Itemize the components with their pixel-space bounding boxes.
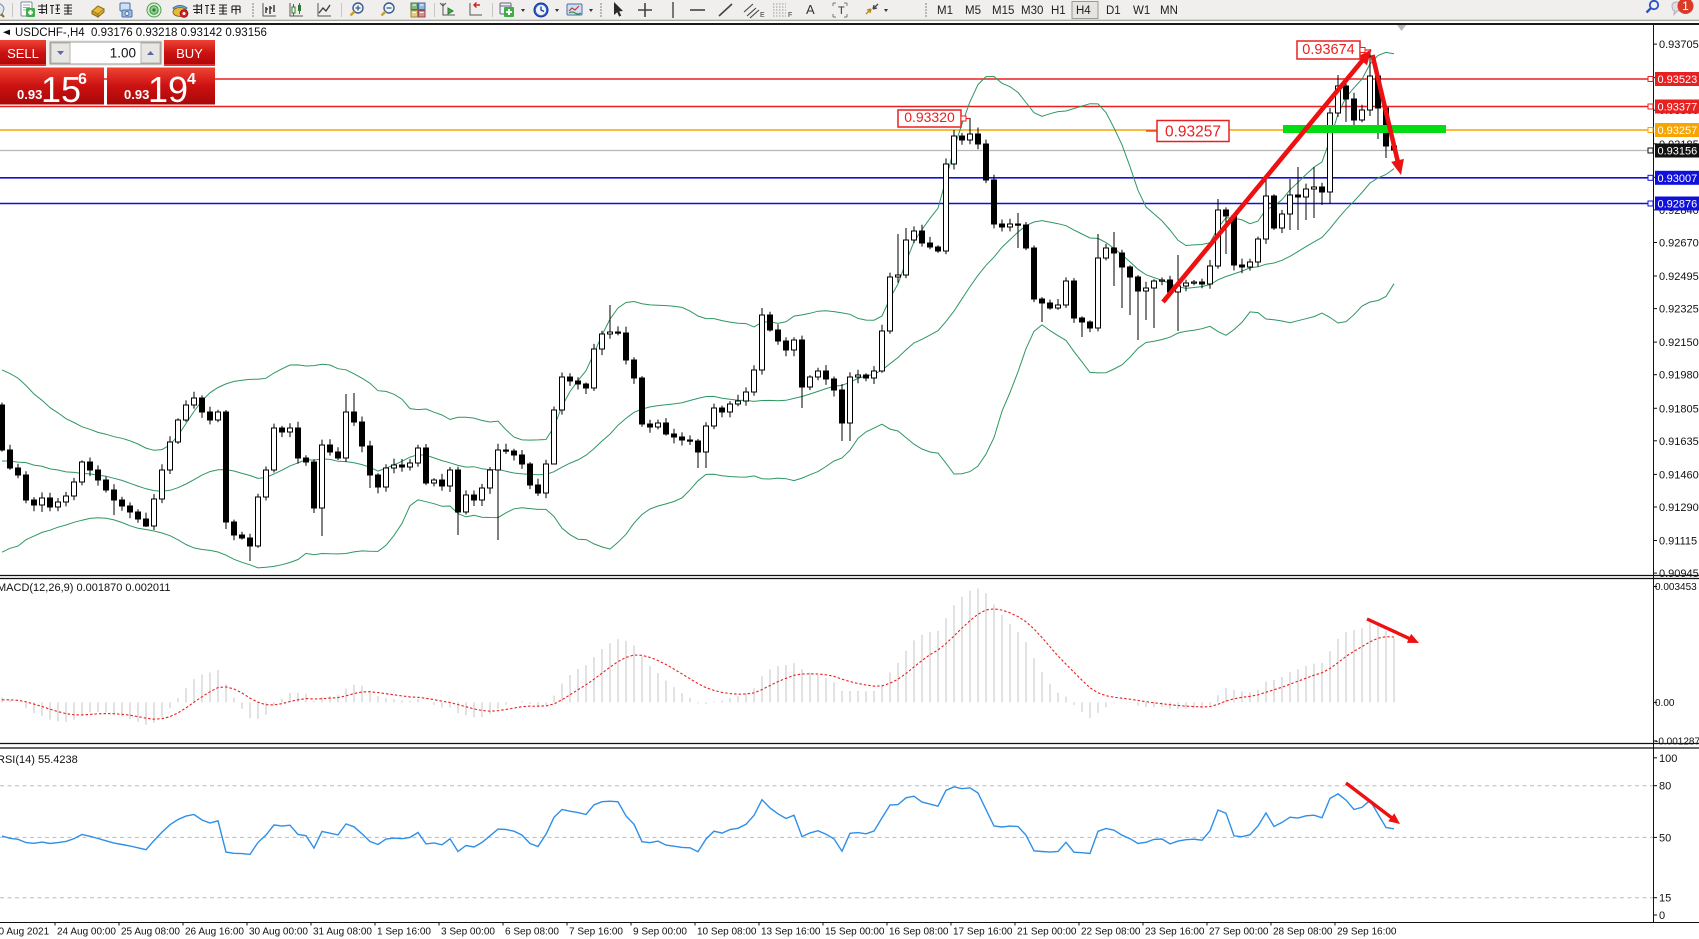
svg-text:0.93705: 0.93705 <box>1659 39 1699 51</box>
svg-text:0.93: 0.93 <box>124 87 149 102</box>
svg-text:13 Sep 16:00: 13 Sep 16:00 <box>761 927 821 938</box>
svg-text:21 Sep 00:00: 21 Sep 00:00 <box>1017 927 1077 938</box>
svg-text:6: 6 <box>78 71 87 88</box>
svg-text:3 Sep 00:00: 3 Sep 00:00 <box>441 927 495 938</box>
svg-text:H4: H4 <box>1076 5 1091 17</box>
svg-text:0.91115: 0.91115 <box>1659 536 1697 548</box>
svg-text:W1: W1 <box>1133 5 1150 17</box>
svg-text:0.91290: 0.91290 <box>1659 502 1699 514</box>
svg-text:0.93320: 0.93320 <box>904 109 955 125</box>
svg-text:MN: MN <box>1160 5 1178 17</box>
svg-text:29 Sep 16:00: 29 Sep 16:00 <box>1337 927 1397 938</box>
svg-text:15 Sep 00:00: 15 Sep 00:00 <box>825 927 885 938</box>
svg-text:0.92150: 0.92150 <box>1659 337 1699 349</box>
svg-text:25 Aug 08:00: 25 Aug 08:00 <box>121 927 180 938</box>
svg-text:20 Aug 2021: 20 Aug 2021 <box>0 927 50 938</box>
svg-text:24 Aug 00:00: 24 Aug 00:00 <box>57 927 116 938</box>
svg-text:7 Sep 16:00: 7 Sep 16:00 <box>569 927 623 938</box>
svg-text:T: T <box>838 5 845 17</box>
svg-text:USDCHF-,H4 0.93176 0.93218 0.: USDCHF-,H4 0.93176 0.93218 0.93142 0.931… <box>15 27 267 39</box>
svg-text:0.91805: 0.91805 <box>1659 403 1699 415</box>
svg-text:D1: D1 <box>1106 5 1121 17</box>
svg-text:0.93523: 0.93523 <box>1658 74 1698 86</box>
svg-text:0.93257: 0.93257 <box>1658 125 1698 137</box>
svg-text:100: 100 <box>1659 753 1677 765</box>
svg-text:BUY: BUY <box>176 46 203 61</box>
svg-text:1.00: 1.00 <box>110 46 136 61</box>
svg-text:SELL: SELL <box>7 46 39 61</box>
svg-text:22 Sep 08:00: 22 Sep 08:00 <box>1081 927 1141 938</box>
svg-text:RSI(14) 55.4238: RSI(14) 55.4238 <box>0 754 78 766</box>
svg-text:27 Sep 00:00: 27 Sep 00:00 <box>1209 927 1269 938</box>
svg-text:0.92876: 0.92876 <box>1658 199 1698 211</box>
svg-text:1 Sep 16:00: 1 Sep 16:00 <box>377 927 431 938</box>
svg-text:0.91980: 0.91980 <box>1659 370 1699 382</box>
svg-text:28 Sep 08:00: 28 Sep 08:00 <box>1273 927 1333 938</box>
svg-text:0.93257: 0.93257 <box>1165 124 1221 141</box>
svg-text:9 Sep 00:00: 9 Sep 00:00 <box>633 927 687 938</box>
svg-text:0.92670: 0.92670 <box>1659 238 1699 250</box>
svg-text:-0.001287: -0.001287 <box>1655 736 1699 747</box>
svg-text:0: 0 <box>1659 910 1665 922</box>
svg-text:M5: M5 <box>965 5 981 17</box>
svg-text:0.93377: 0.93377 <box>1658 102 1698 114</box>
svg-text:15: 15 <box>1659 893 1671 905</box>
svg-text:M1: M1 <box>937 5 953 17</box>
svg-text:0.93156: 0.93156 <box>1658 146 1698 158</box>
svg-text:0.93674: 0.93674 <box>1302 42 1354 58</box>
svg-text:80: 80 <box>1659 781 1671 793</box>
svg-text:0.003453: 0.003453 <box>1655 582 1697 593</box>
svg-text:23 Sep 16:00: 23 Sep 16:00 <box>1145 927 1205 938</box>
svg-text:4: 4 <box>187 71 196 88</box>
svg-text:0.92325: 0.92325 <box>1659 304 1699 316</box>
svg-text:19: 19 <box>148 69 188 110</box>
svg-text:6 Sep 08:00: 6 Sep 08:00 <box>505 927 559 938</box>
svg-text:16 Sep 08:00: 16 Sep 08:00 <box>889 927 949 938</box>
svg-text:0.91635: 0.91635 <box>1659 436 1699 448</box>
svg-text:MACD(12,26,9) 0.001870 0.00201: MACD(12,26,9) 0.001870 0.002011 <box>0 582 170 594</box>
svg-text:0.00: 0.00 <box>1655 698 1675 709</box>
svg-text:1: 1 <box>1682 0 1689 13</box>
svg-text:M30: M30 <box>1021 5 1043 17</box>
svg-text:0.90945: 0.90945 <box>1659 568 1699 580</box>
svg-text:0.91460: 0.91460 <box>1659 469 1699 481</box>
svg-text:M15: M15 <box>992 5 1014 17</box>
svg-text:F: F <box>788 12 792 19</box>
svg-text:10 Sep 08:00: 10 Sep 08:00 <box>697 927 757 938</box>
svg-text:H1: H1 <box>1051 5 1066 17</box>
svg-text:26 Aug 16:00: 26 Aug 16:00 <box>185 927 244 938</box>
svg-text:0.93007: 0.93007 <box>1658 173 1698 185</box>
svg-text:E: E <box>760 12 765 19</box>
svg-text:0.92495: 0.92495 <box>1659 271 1699 283</box>
svg-text:50: 50 <box>1659 832 1671 844</box>
svg-text:A: A <box>806 2 815 17</box>
svg-text:17 Sep 16:00: 17 Sep 16:00 <box>953 927 1013 938</box>
svg-text:15: 15 <box>41 69 81 110</box>
svg-text:30 Aug 00:00: 30 Aug 00:00 <box>249 927 308 938</box>
svg-text:31 Aug 08:00: 31 Aug 08:00 <box>313 927 372 938</box>
svg-text:0.93: 0.93 <box>17 87 42 102</box>
